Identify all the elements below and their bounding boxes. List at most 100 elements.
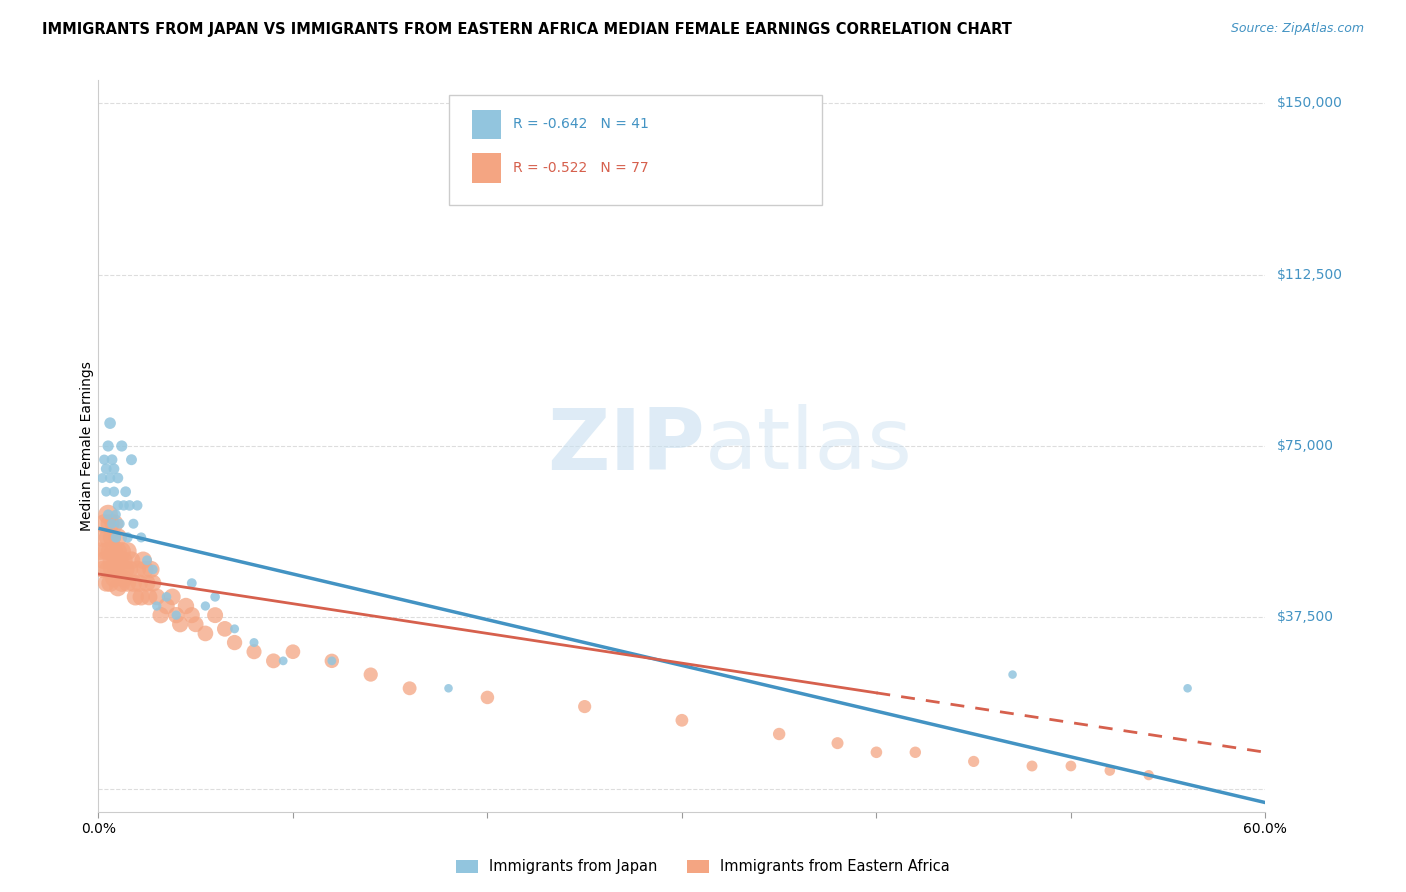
Point [112,553,135,567]
Point [101,530,124,544]
Point [97,530,120,544]
Text: Source: ZipAtlas.com: Source: ZipAtlas.com [1230,22,1364,36]
Point [108,562,131,576]
Point [101,562,124,576]
Y-axis label: Median Female Earnings: Median Female Earnings [80,361,94,531]
Point [122,576,145,591]
Point [111,439,134,453]
Point [194,626,217,640]
Text: R = -0.522   N = 77: R = -0.522 N = 77 [513,161,648,175]
Point [107,581,129,595]
Point [136,553,159,567]
Point [91,530,114,544]
Point [98,471,121,485]
Point [117,576,139,591]
Point [97,508,120,522]
Text: $37,500: $37,500 [1277,610,1333,624]
Point [121,452,143,467]
Point [127,562,149,576]
Point [146,590,169,604]
Point [97,439,120,453]
Text: IMMIGRANTS FROM JAPAN VS IMMIGRANTS FROM EASTERN AFRICA MEDIAN FEMALE EARNINGS C: IMMIGRANTS FROM JAPAN VS IMMIGRANTS FROM… [42,22,1012,37]
Point [243,635,266,649]
Text: atlas: atlas [706,404,914,488]
Point [111,576,134,591]
Point [112,499,135,513]
Point [91,562,114,576]
Point [768,727,790,741]
Point [262,654,284,668]
Point [104,562,127,576]
FancyBboxPatch shape [449,95,823,204]
Point [224,635,246,649]
Point [93,516,115,531]
Point [321,654,343,668]
Point [281,645,304,659]
Point [904,745,927,759]
Point [107,471,129,485]
Point [214,622,236,636]
Point [107,530,129,544]
Point [89,544,111,558]
Point [162,590,184,604]
Point [129,590,152,604]
Point [962,755,984,769]
Point [97,508,120,522]
Text: $112,500: $112,500 [1277,268,1343,282]
Point [117,544,139,558]
Point [1137,768,1160,782]
Point [97,562,120,576]
Point [108,516,131,531]
Point [98,544,121,558]
Point [108,553,131,567]
Point [96,576,118,591]
Point [146,599,169,613]
Point [139,562,162,576]
Point [155,590,177,604]
Point [671,714,693,728]
Point [184,617,207,632]
Point [114,484,136,499]
Point [107,499,129,513]
Point [98,516,121,531]
Point [91,471,114,485]
Point [98,576,121,591]
Point [1060,759,1083,773]
Point [142,562,165,576]
Point [180,608,202,623]
Point [117,530,139,544]
Point [112,572,135,586]
Point [103,544,125,558]
Point [104,530,127,544]
Point [111,544,134,558]
Point [204,590,226,604]
Point [1001,667,1024,681]
Bar [472,153,501,183]
Point [103,462,125,476]
Point [96,484,118,499]
Point [865,745,887,759]
Point [1021,759,1043,773]
Point [1098,764,1121,778]
Point [174,599,197,613]
Point [122,516,145,531]
Point [138,590,160,604]
Point [101,516,124,531]
Point [149,608,172,623]
Point [124,590,146,604]
Point [180,576,202,591]
Point [103,572,125,586]
Text: $150,000: $150,000 [1277,96,1343,110]
Point [1177,681,1199,696]
Point [271,654,294,668]
Point [136,576,159,591]
Point [96,462,118,476]
Point [155,599,177,613]
Point [477,690,499,705]
Point [104,553,127,567]
Text: $75,000: $75,000 [1277,439,1333,453]
Point [224,622,246,636]
Point [142,576,165,591]
Point [194,599,217,613]
Point [574,699,596,714]
